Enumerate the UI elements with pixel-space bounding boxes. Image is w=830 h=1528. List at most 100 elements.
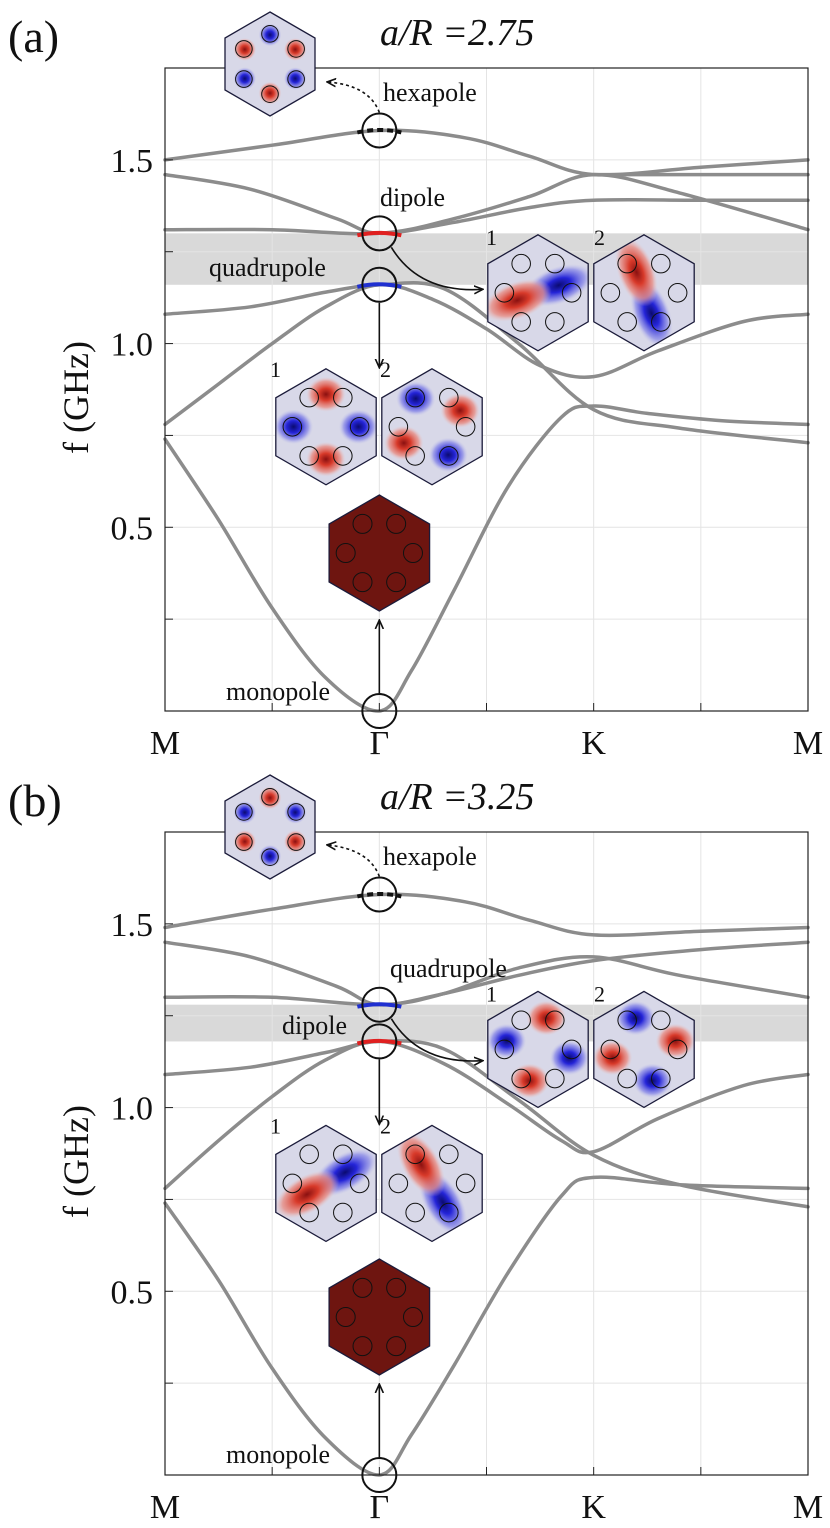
rod-circle	[335, 543, 356, 563]
y-tick-label: 0.5	[111, 510, 154, 547]
rod-circle	[405, 1144, 425, 1165]
rod-circle	[511, 1010, 531, 1031]
quadrupole-label: quadrupole	[390, 954, 507, 983]
hexapole-field-inset	[224, 11, 316, 117]
quadrupole-mode-line	[356, 1002, 402, 1009]
rod-circle	[561, 1039, 582, 1060]
rod-circle	[511, 1068, 531, 1089]
rod-circle	[651, 253, 671, 274]
panel-b: M Γ K M 0.5 1.0 1.5 f (GHz) (b) a/R =3.25 hexapole…	[8, 774, 823, 1526]
upper-mode-inset-2	[593, 234, 695, 352]
hex-outline	[487, 234, 589, 352]
upper-mode-arrow	[390, 1018, 482, 1061]
rod-circle	[667, 1039, 688, 1060]
dipole-label: dipole	[282, 1011, 347, 1040]
rod-circle	[439, 1202, 459, 1223]
rod-circle	[545, 253, 565, 274]
y-tick-label: 1.5	[111, 907, 154, 944]
rod-circle	[545, 312, 565, 332]
rod-circle	[439, 1144, 459, 1165]
monopole-marker	[361, 693, 398, 729]
quadrupole-mode-line	[356, 282, 402, 289]
inset-index-label: 1	[486, 981, 497, 1006]
rod-circle	[333, 446, 353, 466]
field-lobe	[509, 1063, 550, 1099]
upper-mode-inset-2	[593, 990, 695, 1109]
upper-mode-arrow	[390, 246, 482, 289]
y-axis-label: f (GHz)	[56, 1105, 96, 1218]
band-line-1	[163, 404, 810, 713]
rod-circle	[617, 1010, 637, 1031]
lower-mode-inset-1	[275, 1124, 377, 1243]
rod-circle	[333, 387, 353, 408]
inset-index-label: 1	[486, 225, 497, 250]
rod-circle	[651, 1068, 671, 1089]
field-lobe	[384, 425, 424, 461]
rod-circle	[402, 1307, 423, 1327]
field-lobe	[440, 393, 480, 428]
band-line-3	[163, 280, 810, 445]
rod-circle	[386, 572, 407, 593]
field-lobe	[338, 409, 377, 445]
hex-outline	[275, 368, 377, 486]
dipole-label: dipole	[380, 183, 445, 212]
inset-index-label: 2	[594, 225, 605, 250]
panel-a: M Γ K M 0.5 1.0 1.5 f (GHz) (a) a/R =2.75 hexapole…	[8, 11, 823, 762]
rod-circle	[282, 1173, 303, 1194]
rod-circle	[261, 25, 279, 43]
monopole-label: monopole	[226, 1440, 330, 1469]
inset-index-label: 2	[594, 981, 605, 1006]
hex-background	[225, 775, 315, 879]
rod-circle	[282, 417, 303, 437]
upper-mode-inset-1	[487, 234, 589, 352]
y-tick-label: 1.0	[111, 1091, 154, 1128]
rod-circle	[349, 417, 370, 437]
rod-circle	[299, 387, 319, 408]
field-lobe	[655, 1023, 695, 1059]
field-lobe	[549, 1040, 589, 1076]
rod-circle	[617, 312, 637, 332]
rod-circle	[651, 312, 671, 332]
x-tick-label: M	[793, 725, 823, 762]
rod-circle	[494, 283, 515, 303]
rod-circle	[287, 803, 305, 821]
band-line-4	[163, 172, 810, 236]
hex-background	[328, 494, 431, 612]
y-tick-label: 1.0	[111, 327, 154, 364]
rod-circle	[261, 848, 279, 866]
dipole-mode-line	[356, 1038, 402, 1046]
hex-outline	[275, 1124, 377, 1243]
lower-mode-inset-2	[381, 368, 483, 486]
field-lobe	[258, 23, 282, 47]
x-tick-label: Γ	[370, 1489, 390, 1526]
x-tick-label: M	[150, 1489, 180, 1526]
rod-circle	[299, 1144, 319, 1165]
x-tick-label: M	[793, 1489, 823, 1526]
rod-circle	[287, 70, 305, 88]
y-tick-label: 1.5	[111, 143, 154, 180]
rod-circle	[617, 1068, 637, 1089]
lower-mode-inset-2	[381, 1124, 483, 1243]
rod-circle	[511, 312, 531, 332]
rod-circle	[386, 1277, 407, 1298]
inset-index-label: 1	[270, 357, 281, 382]
hex-outline	[381, 368, 483, 486]
hexapole-mode-line	[356, 891, 402, 899]
panel-label: (b)	[8, 775, 62, 826]
inset-index-label: 2	[380, 357, 391, 382]
field-lobe	[428, 437, 468, 473]
field-lobe	[487, 1023, 527, 1059]
rod-circle	[545, 1010, 565, 1031]
rod-circle	[287, 833, 305, 851]
field-lobe	[593, 1040, 633, 1076]
panel-title: a/R =3.25	[380, 776, 534, 818]
y-axis-label: f (GHz)	[56, 341, 96, 454]
rod-circle	[335, 1307, 356, 1327]
rod-circle	[651, 1010, 671, 1031]
monopole-field-inset	[328, 1258, 431, 1376]
field-lobe	[306, 441, 346, 477]
field-lobe	[258, 844, 282, 868]
rod-circle	[352, 1336, 373, 1357]
rod-circle	[299, 1202, 319, 1223]
